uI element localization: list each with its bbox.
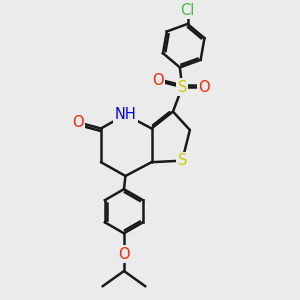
Text: O: O: [198, 80, 209, 94]
Text: O: O: [118, 247, 130, 262]
Text: O: O: [72, 115, 84, 130]
Text: S: S: [178, 153, 187, 168]
Text: S: S: [178, 80, 187, 94]
Text: NH: NH: [115, 107, 136, 122]
Text: Cl: Cl: [180, 3, 195, 18]
Text: O: O: [152, 74, 164, 88]
